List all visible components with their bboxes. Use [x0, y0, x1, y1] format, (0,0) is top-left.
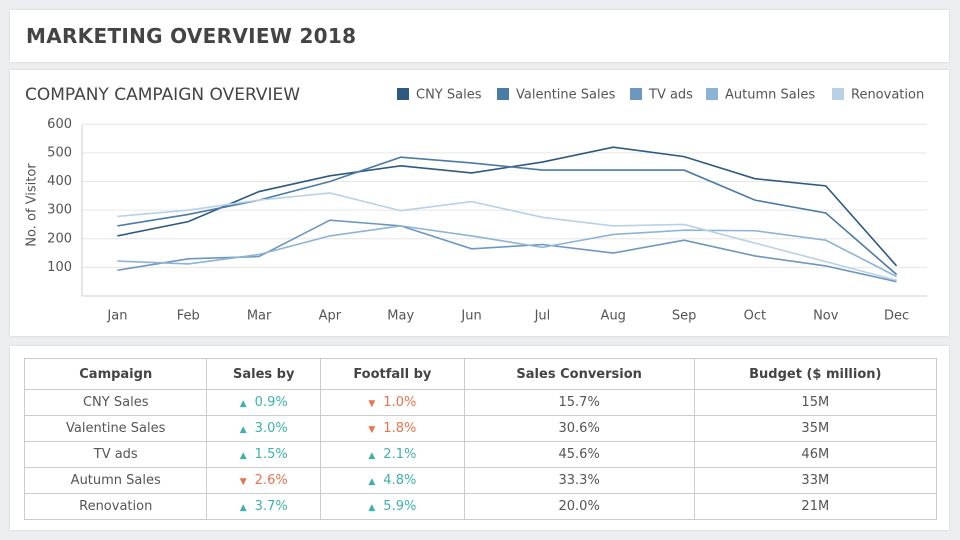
trend-arrow: ▼: [368, 425, 376, 435]
x-tick-label: Aug: [601, 309, 626, 324]
x-tick-label: Mar: [247, 309, 272, 324]
legend-label: Autumn Sales: [725, 88, 815, 103]
table-cell: Renovation: [23, 493, 208, 520]
x-tick-label: Jan: [106, 309, 127, 324]
trend-arrow: ▲: [239, 503, 247, 513]
trend-arrow: ▲: [368, 503, 376, 513]
trend-cell: ▲ 1.5%: [206, 441, 321, 468]
trend-value: 3.0%: [254, 421, 288, 436]
table-cell: 35M: [693, 415, 938, 442]
trend-cell: ▲ 3.7%: [206, 493, 321, 520]
trend-arrow: ▼: [368, 399, 376, 409]
table-cell: 33M: [693, 467, 938, 494]
column-header: Campaign: [23, 358, 208, 390]
trend-arrow: ▲: [239, 399, 247, 409]
y-tick-label: 600: [47, 117, 72, 132]
trend-cell: ▲ 4.8%: [319, 467, 465, 494]
x-tick-label: Apr: [319, 309, 342, 324]
page-title: MARKETING OVERVIEW 2018: [26, 24, 357, 48]
chart-panel: COMPANY CAMPAIGN OVERVIEW No. of Visitor…: [10, 70, 949, 336]
campaign-table: Campaign Sales by Footfall by Sales Convers…: [23, 358, 938, 520]
table-cell: 15.7%: [463, 389, 695, 416]
trend-cell: ▼ 1.0%: [319, 389, 465, 416]
y-tick-label: 400: [47, 174, 72, 189]
table-row: Renovation ▲ 3.7% ▲ 5.9% 20.0% 21M: [23, 493, 938, 520]
series-line: [117, 225, 897, 278]
chart-title: COMPANY CAMPAIGN OVERVIEW: [25, 85, 300, 105]
legend-label: CNY Sales: [416, 88, 482, 103]
trend-cell: ▲ 2.1%: [319, 441, 465, 468]
trend-value: 1.5%: [254, 447, 288, 462]
x-tick-label: Feb: [177, 309, 200, 324]
legend-swatch: [497, 88, 509, 100]
legend-swatch: [832, 88, 844, 100]
trend-value: 4.8%: [383, 473, 417, 488]
trend-arrow: ▼: [239, 477, 247, 487]
table-cell: 21M: [693, 493, 938, 520]
trend-value: 5.9%: [383, 499, 417, 514]
y-tick-label: 100: [47, 260, 72, 275]
y-tick-label: 200: [47, 231, 72, 246]
trend-value: 0.9%: [254, 395, 288, 410]
column-header: Budget ($ million): [693, 358, 938, 390]
table-row: TV ads ▲ 1.5% ▲ 2.1% 45.6% 46M: [23, 441, 938, 468]
trend-cell: ▲ 5.9%: [319, 493, 465, 520]
table-row: CNY Sales ▲ 0.9% ▼ 1.0% 15.7% 15M: [23, 389, 938, 416]
table-cell: TV ads: [23, 441, 208, 468]
header-row: Campaign Sales by Footfall by Sales Convers…: [23, 358, 938, 390]
trend-arrow: ▲: [368, 477, 376, 487]
series-line: [117, 219, 897, 283]
table-row: Valentine Sales ▲ 3.0% ▼ 1.8% 30.6% 35M: [23, 415, 938, 442]
chart: COMPANY CAMPAIGN OVERVIEW No. of Visitor…: [25, 85, 927, 324]
y-axis-label: No. of Visitor: [25, 163, 40, 247]
table-cell: 33.3%: [463, 467, 695, 494]
x-tick-label: Jul: [534, 309, 551, 324]
x-tick-label: Sep: [672, 309, 697, 324]
x-tick-label: Jun: [460, 309, 481, 324]
legend-swatch: [630, 88, 642, 100]
x-tick-label: Oct: [744, 309, 766, 324]
legend-label: TV ads: [648, 88, 693, 103]
table-cell: 46M: [693, 441, 938, 468]
trend-value: 3.7%: [254, 499, 288, 514]
table-cell: 15M: [693, 389, 938, 416]
trend-cell: ▼ 1.8%: [319, 415, 465, 442]
column-header: Sales by: [206, 358, 321, 390]
trend-cell: ▼ 2.6%: [206, 467, 321, 494]
table-cell: 30.6%: [463, 415, 695, 442]
x-tick-label: Nov: [813, 309, 839, 324]
trend-value: 2.6%: [254, 473, 288, 488]
column-header: Footfall by: [319, 358, 465, 390]
x-tick-label: Dec: [884, 309, 909, 324]
table-cell: Valentine Sales: [23, 415, 208, 442]
table-cell: CNY Sales: [23, 389, 208, 416]
table-cell: 45.6%: [463, 441, 695, 468]
trend-arrow: ▲: [368, 451, 376, 461]
table-cell: Autumn Sales: [23, 467, 208, 494]
legend-label: Renovation: [851, 88, 924, 103]
header-panel: MARKETING OVERVIEW 2018: [10, 10, 949, 62]
legend-swatch: [706, 88, 718, 100]
legend-swatch: [397, 88, 409, 100]
trend-cell: ▲ 3.0%: [206, 415, 321, 442]
trend-value: 1.8%: [383, 421, 417, 436]
y-tick-label: 300: [47, 203, 72, 218]
legend-label: Valentine Sales: [516, 88, 616, 103]
trend-value: 2.1%: [383, 447, 417, 462]
trend-cell: ▲ 0.9%: [206, 389, 321, 416]
series-line: [117, 146, 898, 267]
table-row: Autumn Sales ▼ 2.6% ▲ 4.8% 33.3% 33M: [23, 467, 938, 494]
trend-arrow: ▲: [239, 451, 247, 461]
table-panel: Campaign Sales by Footfall by Sales Convers…: [10, 346, 949, 530]
y-tick-label: 500: [47, 145, 72, 160]
x-tick-label: May: [387, 309, 414, 324]
trend-value: 1.0%: [383, 395, 417, 410]
table-cell: 20.0%: [463, 493, 695, 520]
trend-arrow: ▲: [239, 425, 247, 435]
series-line: [117, 192, 897, 282]
column-header: Sales Conversion: [463, 358, 695, 390]
